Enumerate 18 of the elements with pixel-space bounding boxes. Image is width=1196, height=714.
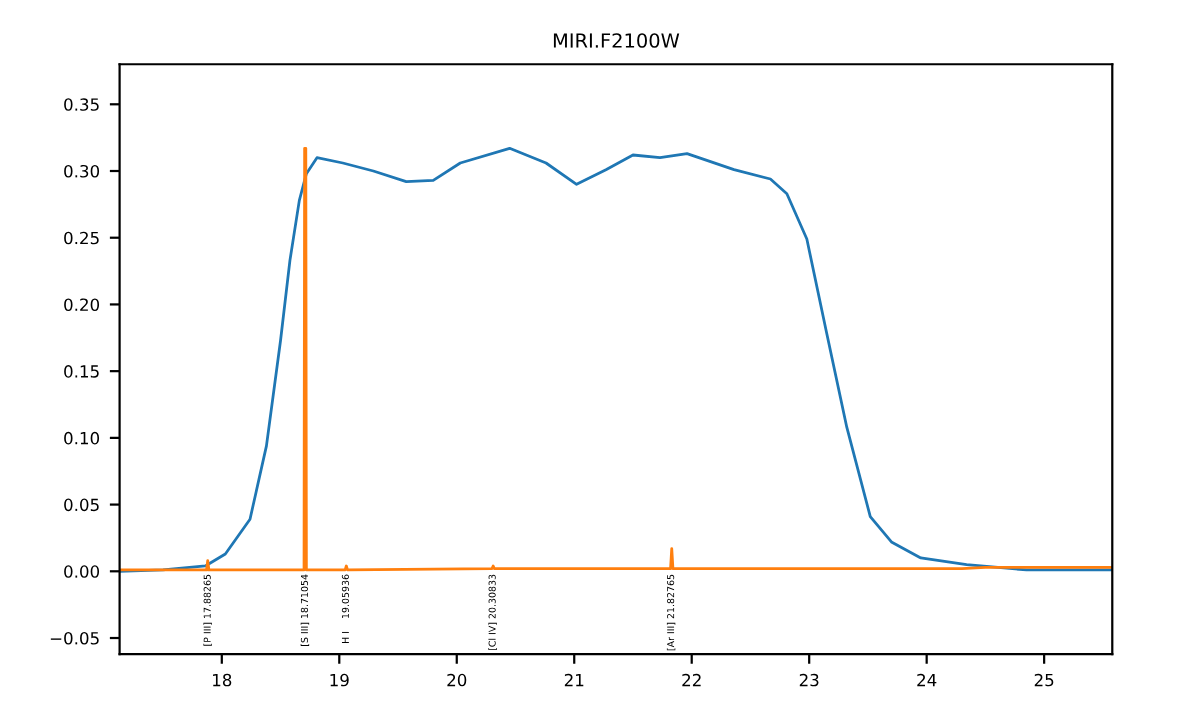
x-tick-label: 22 [682,673,701,687]
x-tick-label: 18 [213,673,232,687]
x-tick-label: 21 [564,673,584,687]
y-tick-label: 0.00 [64,565,100,578]
y-tick-label: −0.05 [50,631,99,645]
x-tick-label: 24 [917,673,937,687]
x-tick-label: 19 [330,673,349,687]
y-tick-label: 0.35 [64,98,99,111]
y-tick-label: 0.10 [64,431,100,445]
y-tick-label: 0.30 [64,164,100,178]
x-tick-label: 20 [447,673,467,687]
y-tick-label: 0.20 [64,298,100,311]
x-tick-label: 25 [1034,673,1054,687]
chart-title: MIRI.F2100W [553,33,680,48]
y-tick-label: 0.15 [64,365,99,378]
y-tick-label: 0.05 [64,498,99,512]
y-tick-label: 0.25 [64,231,99,245]
x-tick-label: 23 [799,673,819,687]
